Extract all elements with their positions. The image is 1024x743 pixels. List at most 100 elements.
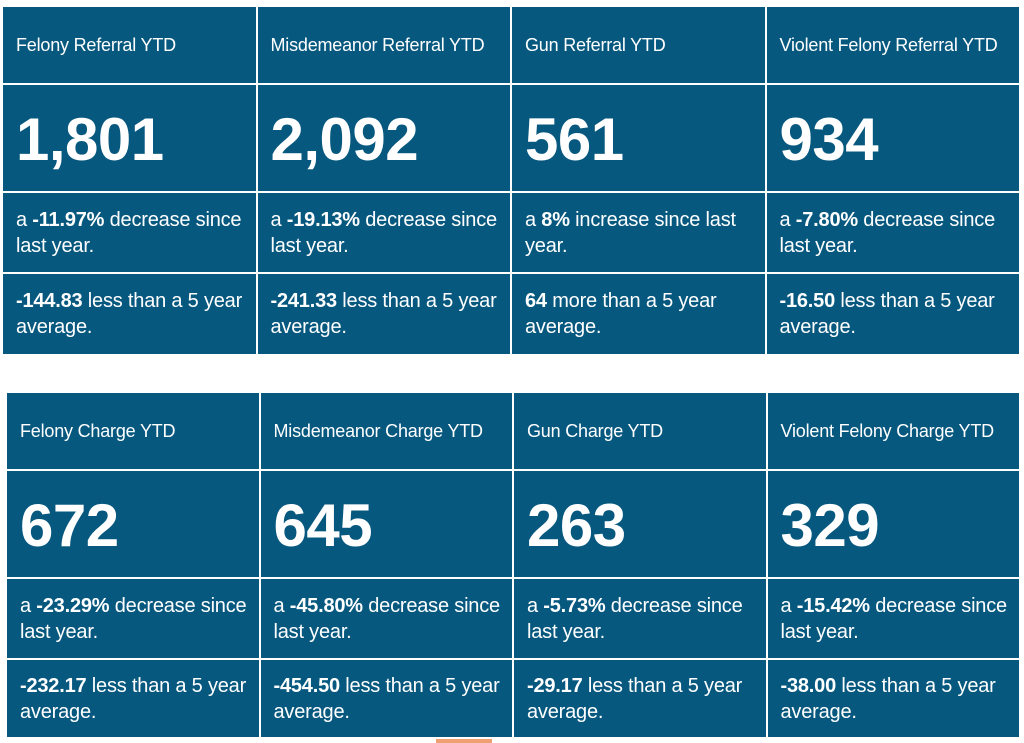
- average-suffix: less than a 5 year average.: [20, 674, 247, 723]
- charges-stats-panel: Felony Charge YTD Misdemeanor Charge YTD…: [7, 393, 1019, 739]
- change-value: -7.80%: [795, 208, 858, 231]
- gun-charge-title: Gun Charge YTD: [514, 393, 766, 469]
- felony-charge-change: a -23.29% decrease since last year.: [7, 579, 259, 658]
- change-value: -23.29%: [36, 594, 110, 617]
- gun-charge-value: 263: [514, 471, 766, 577]
- average-value: -232.17: [20, 674, 87, 697]
- card-value: 329: [780, 491, 880, 559]
- violent-felony-referral-change: a -7.80% decrease since last year.: [766, 193, 1019, 272]
- change-text: a -23.29% decrease since last year.: [20, 593, 249, 645]
- misdemeanor-referral-average: -241.33 less than a 5 year average.: [257, 274, 510, 354]
- gun-referral-value: 561: [512, 85, 765, 191]
- card-value: 1,801: [16, 105, 164, 173]
- violent-felony-charge-change: a -15.42% decrease since last year.: [767, 579, 1019, 658]
- card-title: Misdemeanor Referral YTD: [270, 34, 485, 55]
- change-prefix: a: [780, 594, 797, 617]
- violent-felony-charge-value: 329: [767, 471, 1019, 577]
- change-text: a -15.42% decrease since last year.: [781, 593, 1010, 645]
- average-suffix: less than a 5 year average.: [273, 674, 500, 723]
- average-suffix: more than a 5 year average.: [525, 290, 717, 338]
- card-title: Violent Felony Charge YTD: [780, 420, 995, 441]
- felony-referral-title: Felony Referral YTD: [3, 7, 256, 83]
- change-value: -5.73%: [543, 594, 606, 617]
- average-value: -241.33: [270, 290, 338, 312]
- change-suffix: decrease since last year.: [273, 594, 501, 643]
- change-prefix: a: [16, 208, 33, 231]
- average-suffix: less than a 5 year average.: [270, 290, 497, 338]
- change-suffix: decrease since last year.: [20, 594, 247, 643]
- change-prefix: a: [525, 208, 542, 231]
- change-prefix: a: [527, 594, 544, 617]
- average-value: -454.50: [273, 674, 341, 697]
- average-text: -38.00 less than a 5 year average.: [781, 673, 1010, 725]
- average-suffix: less than a 5 year average.: [779, 290, 995, 338]
- change-suffix: decrease since last year.: [779, 208, 996, 257]
- card-value: 2,092: [270, 105, 419, 173]
- gun-referral-average: 64 more than a 5 year average.: [512, 274, 765, 354]
- change-value: 8%: [541, 208, 570, 231]
- average-suffix: less than a 5 year average.: [16, 290, 243, 338]
- card-title: Gun Referral YTD: [525, 34, 666, 55]
- card-value: 934: [779, 105, 879, 173]
- card-value: 672: [20, 491, 119, 559]
- gun-referral-change: a 8% increase since last year.: [512, 193, 765, 272]
- felony-charge-title: Felony Charge YTD: [7, 393, 259, 469]
- average-value: -144.83: [16, 290, 83, 312]
- violent-felony-charge-average: -38.00 less than a 5 year average.: [767, 660, 1019, 737]
- gun-charge-change: a -5.73% decrease since last year.: [514, 579, 766, 658]
- average-text: -144.83 less than a 5 year average.: [16, 288, 246, 340]
- change-value: -45.80%: [289, 594, 363, 617]
- change-suffix: decrease since last year.: [16, 208, 242, 257]
- average-suffix: less than a 5 year average.: [527, 674, 743, 723]
- felony-referral-value: 1,801: [3, 85, 256, 191]
- change-prefix: a: [270, 208, 287, 231]
- average-text: -16.50 less than a 5 year average.: [780, 288, 1010, 340]
- misdemeanor-charge-change: a -45.80% decrease since last year.: [260, 579, 512, 658]
- felony-referral-change: a -11.97% decrease since last year.: [3, 193, 256, 272]
- gun-referral-title: Gun Referral YTD: [512, 7, 765, 83]
- misdemeanor-referral-title: Misdemeanor Referral YTD: [257, 7, 510, 83]
- felony-charge-value: 672: [7, 471, 259, 577]
- misdemeanor-referral-change: a -19.13% decrease since last year.: [257, 193, 510, 272]
- change-text: a -5.73% decrease since last year.: [527, 593, 756, 645]
- violent-felony-charge-title: Violent Felony Charge YTD: [767, 393, 1019, 469]
- misdemeanor-referral-value: 2,092: [257, 85, 510, 191]
- card-value: 561: [525, 105, 624, 173]
- change-text: a -45.80% decrease since last year.: [274, 593, 503, 645]
- change-suffix: decrease since last year.: [270, 208, 498, 257]
- change-suffix: decrease since last year.: [527, 594, 743, 643]
- change-prefix: a: [273, 594, 290, 617]
- gun-charge-average: -29.17 less than a 5 year average.: [514, 660, 766, 737]
- misdemeanor-charge-title: Misdemeanor Charge YTD: [260, 393, 512, 469]
- average-value: -38.00: [780, 674, 837, 697]
- average-value: -16.50: [779, 290, 836, 312]
- referrals-stats-panel: Felony Referral YTD Misdemeanor Referral…: [3, 7, 1019, 356]
- violent-felony-referral-average: -16.50 less than a 5 year average.: [766, 274, 1019, 354]
- change-text: a -11.97% decrease since last year.: [16, 207, 246, 259]
- average-text: -241.33 less than a 5 year average.: [271, 288, 501, 340]
- change-value: -19.13%: [286, 208, 360, 231]
- felony-referral-average: -144.83 less than a 5 year average.: [3, 274, 256, 354]
- average-value: 64: [525, 290, 547, 312]
- card-title: Violent Felony Referral YTD: [779, 34, 998, 55]
- card-title: Misdemeanor Charge YTD: [273, 420, 484, 441]
- change-text: a -7.80% decrease since last year.: [780, 207, 1010, 259]
- misdemeanor-charge-average: -454.50 less than a 5 year average.: [260, 660, 512, 737]
- violent-felony-referral-title: Violent Felony Referral YTD: [766, 7, 1019, 83]
- violent-felony-referral-value: 934: [766, 85, 1019, 191]
- misdemeanor-charge-value: 645: [260, 471, 512, 577]
- average-text: 64 more than a 5 year average.: [525, 288, 755, 340]
- change-suffix: decrease since last year.: [780, 594, 1008, 643]
- change-text: a -19.13% decrease since last year.: [271, 207, 501, 259]
- average-value: -29.17: [527, 674, 583, 697]
- card-title: Felony Charge YTD: [20, 420, 176, 441]
- change-prefix: a: [20, 594, 37, 617]
- change-suffix: increase since last year.: [525, 208, 736, 257]
- change-value: -11.97%: [32, 208, 105, 231]
- card-value: 263: [527, 491, 626, 559]
- card-title: Felony Referral YTD: [16, 34, 176, 55]
- change-text: a 8% increase since last year.: [525, 207, 755, 259]
- felony-charge-average: -232.17 less than a 5 year average.: [7, 660, 259, 737]
- card-value: 645: [273, 491, 373, 559]
- average-text: -232.17 less than a 5 year average.: [20, 673, 249, 725]
